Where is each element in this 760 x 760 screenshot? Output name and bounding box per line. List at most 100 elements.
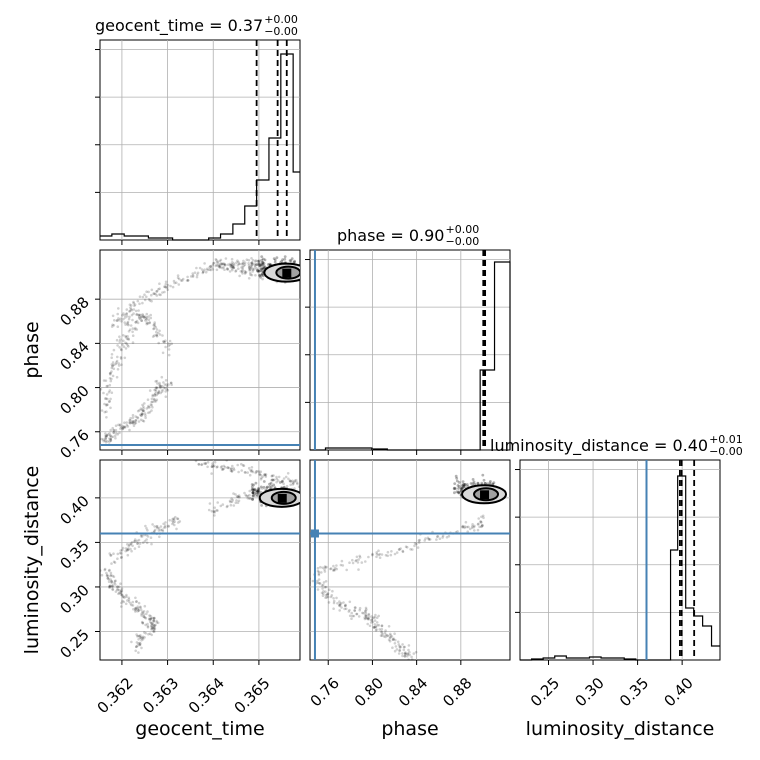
sample-point [371,617,374,620]
sample-point [329,567,333,570]
sample-point [142,613,146,616]
sample-point [476,528,480,532]
sample-point [132,420,135,423]
sample-point [492,481,496,485]
sample-point [261,257,265,261]
sample-point [348,608,351,612]
sample-point [155,289,159,293]
sample-point [389,635,392,639]
sample-point [164,339,167,343]
sample-point [161,351,165,355]
sample-point [293,260,296,264]
sample-point [219,258,223,262]
sample-point [249,273,252,277]
sample-point [258,261,261,264]
sample-point [215,509,218,512]
sample-point [128,419,131,422]
sample-point [104,436,107,440]
x-tick-label: 0.80 [351,674,387,710]
sample-point [380,631,384,634]
sample-point [394,638,397,642]
sample-point [351,561,355,565]
sample-point [332,607,335,610]
title-plus: +0.01 [709,433,743,446]
sample-point [258,274,261,277]
sample-point [358,608,362,612]
sample-point [393,642,397,645]
sample-point [146,398,150,402]
sample-point [122,312,125,315]
sample-point [135,328,139,331]
sample-point [240,462,243,466]
sample-point [153,398,156,402]
sample-point [125,593,128,597]
x-tick-label: 0.362 [94,674,137,717]
sample-point [356,561,360,564]
sample-point [344,604,347,607]
sample-point [272,474,275,477]
sample-point [110,580,113,583]
sample-point [391,646,394,649]
sample-point [342,601,345,604]
sample-point [260,504,263,507]
sample-point [321,583,325,587]
sample-point [153,530,156,533]
sample-point [376,624,379,627]
sample-point [128,309,132,313]
sample-point [338,603,341,607]
sample-point [391,638,395,641]
sample-point [164,280,168,284]
sample-point [128,303,132,307]
sample-point [392,637,396,640]
sample-point [144,317,148,320]
sample-point [137,315,141,318]
sample-point [137,316,141,320]
sample-point [454,474,458,478]
sample-point [153,400,156,403]
sample-point [235,499,238,502]
sample-point [164,526,167,529]
sample-point [245,494,248,498]
sample-point [236,501,240,505]
sample-point [164,345,167,349]
sample-point [479,520,483,524]
sample-point [264,473,268,476]
sample-point [230,257,234,261]
sample-point [137,545,141,548]
sample-point [210,465,214,469]
sample-point [134,326,137,330]
sample-point [266,263,270,266]
hist-panel-geocent-time [95,39,301,241]
sample-point [281,258,284,261]
sample-point [123,596,126,599]
sample-point [231,265,235,269]
x-tick-label: 0.25 [527,674,563,710]
sample-point [240,266,243,269]
sample-point [256,268,259,272]
sample-point [390,635,394,638]
sample-point [256,494,259,498]
sample-point [154,326,158,329]
sample-point [202,270,205,273]
sample-point [217,264,220,268]
sample-point [140,413,143,417]
sample-point [338,604,341,608]
sample-point [200,463,203,467]
sample-point [412,652,416,655]
sample-point [230,497,233,501]
sample-point [377,614,381,618]
sample-point [220,468,224,471]
sample-point [195,266,198,270]
sample-point [480,515,483,519]
sample-point [125,315,129,318]
sample-point [230,469,234,473]
sample-point [123,426,126,429]
sample-point [159,386,162,390]
sample-point [136,607,139,611]
sample-point [363,616,367,619]
sample-point [324,590,327,593]
sample-point [133,328,137,331]
sample-point [268,485,272,489]
sample-point [457,485,461,488]
sample-point [427,538,431,541]
